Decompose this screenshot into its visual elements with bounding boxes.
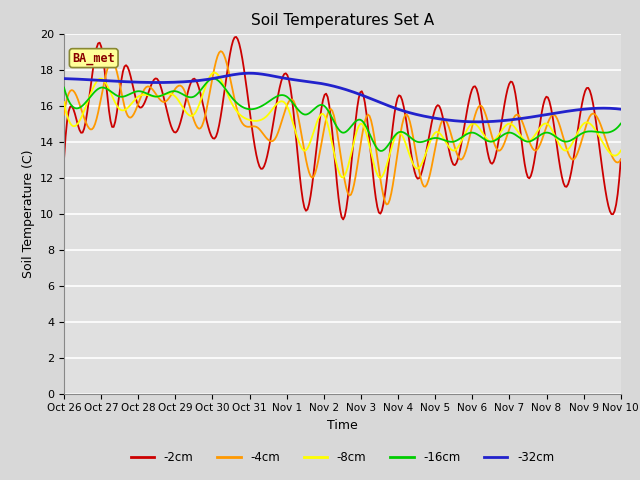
Y-axis label: Soil Temperature (C): Soil Temperature (C) — [22, 149, 35, 278]
Legend: -2cm, -4cm, -8cm, -16cm, -32cm: -2cm, -4cm, -8cm, -16cm, -32cm — [126, 446, 559, 469]
X-axis label: Time: Time — [327, 419, 358, 432]
Title: Soil Temperatures Set A: Soil Temperatures Set A — [251, 13, 434, 28]
Text: BA_met: BA_met — [72, 51, 115, 65]
